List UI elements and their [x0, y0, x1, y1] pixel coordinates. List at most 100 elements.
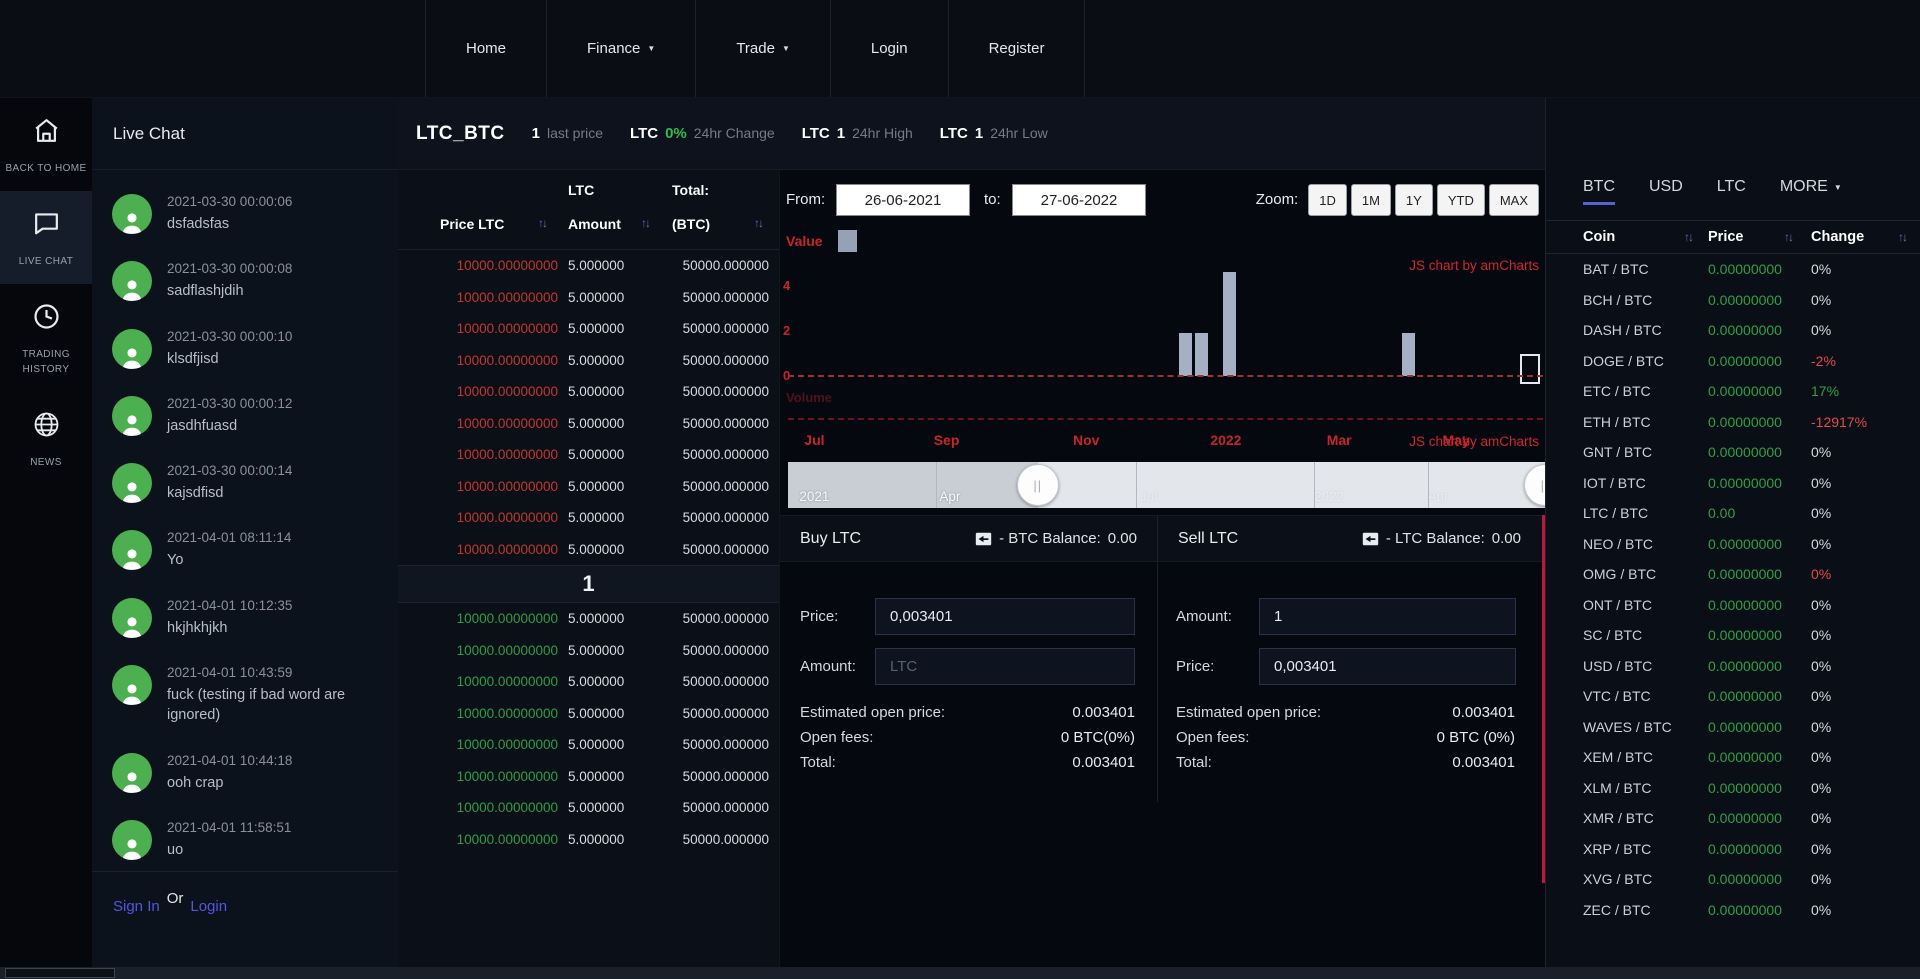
- nav-item-home[interactable]: Home: [425, 0, 546, 97]
- order-book-row[interactable]: 10000.00000000 5.000000 50000.000000: [398, 534, 779, 566]
- order-book-row[interactable]: 10000.00000000 5.000000 50000.000000: [398, 824, 779, 856]
- market-row[interactable]: VTC / BTC 0.00000000 0%: [1546, 681, 1920, 712]
- market-row[interactable]: BAT / BTC 0.00000000 0%: [1546, 254, 1920, 285]
- order-book-row[interactable]: 10000.00000000 5.000000 50000.000000: [398, 761, 779, 793]
- market-pair-price: 0.00000000: [1708, 627, 1782, 644]
- market-tab-btc[interactable]: BTC: [1583, 178, 1615, 205]
- market-row[interactable]: DASH / BTC 0.00000000 0%: [1546, 315, 1920, 346]
- chart-legend: Value: [786, 230, 857, 252]
- market-row[interactable]: USD / BTC 0.00000000 0%: [1546, 651, 1920, 682]
- horizontal-scrollbar[interactable]: [0, 967, 1920, 979]
- order-book-row[interactable]: 10000.00000000 5.000000 50000.000000: [398, 603, 779, 635]
- market-row[interactable]: XMR / BTC 0.00000000 0%: [1546, 803, 1920, 834]
- chart-scrollbar[interactable]: || || 2021 Apr Jul 2022 Apr: [788, 462, 1545, 508]
- market-row[interactable]: XLM / BTC 0.00000000 0%: [1546, 773, 1920, 804]
- market-row[interactable]: ZEC / BTC 0.00000000 0%: [1546, 895, 1920, 926]
- zoom-button-ytd[interactable]: YTD: [1436, 184, 1485, 216]
- zoom-button-1m[interactable]: 1M: [1350, 184, 1391, 216]
- market-pair-change: 0%: [1811, 596, 1832, 613]
- order-book-row[interactable]: 10000.00000000 5.000000 50000.000000: [398, 376, 779, 408]
- sell-price-input[interactable]: [1259, 648, 1516, 685]
- login-link[interactable]: Login: [190, 898, 228, 915]
- market-row[interactable]: XVG / BTC 0.00000000 0%: [1546, 864, 1920, 895]
- price-sort-icon[interactable]: ↑↓: [1784, 230, 1794, 244]
- order-book-row[interactable]: 10000.00000000 5.000000 50000.000000: [398, 666, 779, 698]
- market-row[interactable]: WAVES / BTC 0.00000000 0%: [1546, 712, 1920, 743]
- market-row[interactable]: XEM / BTC 0.00000000 0%: [1546, 742, 1920, 773]
- market-pair-change: 0%: [1811, 657, 1832, 674]
- market-row[interactable]: DOGE / BTC 0.00000000 -2%: [1546, 346, 1920, 377]
- nav-item-finance[interactable]: Finance ▼: [546, 0, 695, 97]
- order-book-row[interactable]: 10000.00000000 5.000000 50000.000000: [398, 282, 779, 314]
- horizontal-scrollbar-thumb[interactable]: [5, 968, 115, 978]
- sidebar-item-news[interactable]: NEWS: [0, 392, 92, 485]
- market-tab-ltc[interactable]: LTC: [1716, 178, 1746, 195]
- market-row[interactable]: IOT / BTC 0.00000000 0%: [1546, 468, 1920, 499]
- nav-item-label: Finance: [587, 40, 641, 57]
- market-tab-more[interactable]: MORE ▼: [1779, 178, 1842, 195]
- order-book-row[interactable]: 10000.00000000 5.000000 50000.000000: [398, 408, 779, 440]
- sign-in-link[interactable]: Sign In: [113, 898, 160, 915]
- buy-amount-input[interactable]: [875, 648, 1135, 685]
- market-pair-change: 0%: [1811, 627, 1832, 644]
- scrollbar-right-handle[interactable]: ||: [1524, 464, 1545, 506]
- sidebar-item-trading-history[interactable]: TRADING HISTORY: [0, 284, 92, 392]
- market-row[interactable]: LTC / BTC 0.00 0%: [1546, 498, 1920, 529]
- total-sort-icon[interactable]: ↑↓: [754, 216, 764, 230]
- amount-sort-icon[interactable]: ↑↓: [641, 216, 651, 230]
- order-book-row[interactable]: 10000.00000000 5.000000 50000.000000: [398, 439, 779, 471]
- change-sort-icon[interactable]: ↑↓: [1898, 230, 1908, 244]
- market-row[interactable]: OMG / BTC 0.00000000 0%: [1546, 559, 1920, 590]
- market-row[interactable]: BCH / BTC 0.00000000 0%: [1546, 285, 1920, 316]
- avatar: [112, 463, 152, 504]
- zoom-button-1y[interactable]: 1Y: [1394, 184, 1433, 216]
- order-book-row[interactable]: 10000.00000000 5.000000 50000.000000: [398, 471, 779, 503]
- market-row[interactable]: GNT / BTC 0.00000000 0%: [1546, 437, 1920, 468]
- market-row[interactable]: NEO / BTC 0.00000000 0%: [1546, 529, 1920, 560]
- market-pair-name: XLM / BTC: [1583, 779, 1652, 796]
- market-tab-usd[interactable]: USD: [1649, 178, 1683, 195]
- trade-forms: Price: Amount: Estimated open price: 0.00…: [780, 562, 1545, 802]
- order-price: 10000.00000000: [456, 478, 558, 494]
- buy-form: Price: Amount: Estimated open price: 0.00…: [780, 562, 1157, 802]
- market-row[interactable]: XRP / BTC 0.00000000 0%: [1546, 834, 1920, 865]
- sidebar-item-back-to-home[interactable]: BACK TO HOME: [0, 98, 92, 191]
- buy-price-input[interactable]: [875, 598, 1135, 635]
- scrollbar-period-label: 2021: [799, 489, 830, 504]
- order-book-row[interactable]: 10000.00000000 5.000000 50000.000000: [398, 635, 779, 667]
- zoom-button-max[interactable]: MAX: [1488, 184, 1539, 216]
- nav-item-register[interactable]: Register: [947, 0, 1086, 97]
- market-row[interactable]: SC / BTC 0.00000000 0%: [1546, 620, 1920, 651]
- order-book-row[interactable]: 10000.00000000 5.000000 50000.000000: [398, 313, 779, 345]
- chat-message-list[interactable]: 2021-03-30 00:00:06 dsfadsfas 2021-03-30 0…: [92, 184, 398, 869]
- order-price: 10000.00000000: [456, 289, 558, 305]
- scrollbar-left-handle[interactable]: ||: [1016, 464, 1059, 506]
- order-book-row[interactable]: 10000.00000000 5.000000 50000.000000: [398, 729, 779, 761]
- nav-item-trade[interactable]: Trade ▼: [695, 0, 830, 97]
- price-sort-icon[interactable]: ↑↓: [538, 216, 548, 230]
- zoom-button-1d[interactable]: 1D: [1308, 184, 1347, 216]
- nav-item-login[interactable]: Login: [829, 0, 948, 97]
- scrollbar-grid-line: [1314, 462, 1316, 508]
- market-pair-name: WAVES / BTC: [1583, 718, 1672, 735]
- order-book-row[interactable]: 10000.00000000 5.000000 50000.000000: [398, 698, 779, 730]
- sell-est-value: 0.003401: [1452, 704, 1515, 721]
- order-book-row[interactable]: 10000.00000000 5.000000 50000.000000: [398, 250, 779, 282]
- sidebar-item-label: LIVE CHAT: [18, 256, 74, 267]
- panel-red-border: [1542, 515, 1545, 883]
- to-date-input[interactable]: [1012, 184, 1146, 216]
- from-date-input[interactable]: [836, 184, 970, 216]
- coin-sort-icon[interactable]: ↑↓: [1684, 230, 1694, 244]
- market-pair-price: 0.00000000: [1708, 444, 1782, 461]
- order-book-row[interactable]: 10000.00000000 5.000000 50000.000000: [398, 792, 779, 824]
- order-total: 50000.000000: [682, 674, 769, 690]
- chart-bar: [1179, 333, 1193, 376]
- order-book-row[interactable]: 10000.00000000 5.000000 50000.000000: [398, 502, 779, 534]
- market-row[interactable]: ETC / BTC 0.00000000 17%: [1546, 376, 1920, 407]
- order-book-row[interactable]: 10000.00000000 5.000000 50000.000000: [398, 345, 779, 377]
- sell-amount-input[interactable]: [1259, 598, 1516, 635]
- message-timestamp: 2021-03-30 00:00:12: [167, 395, 293, 411]
- market-row[interactable]: ONT / BTC 0.00000000 0%: [1546, 590, 1920, 621]
- sidebar-item-live-chat[interactable]: LIVE CHAT: [0, 191, 92, 284]
- market-row[interactable]: ETH / BTC 0.00000000 -12917%: [1546, 407, 1920, 438]
